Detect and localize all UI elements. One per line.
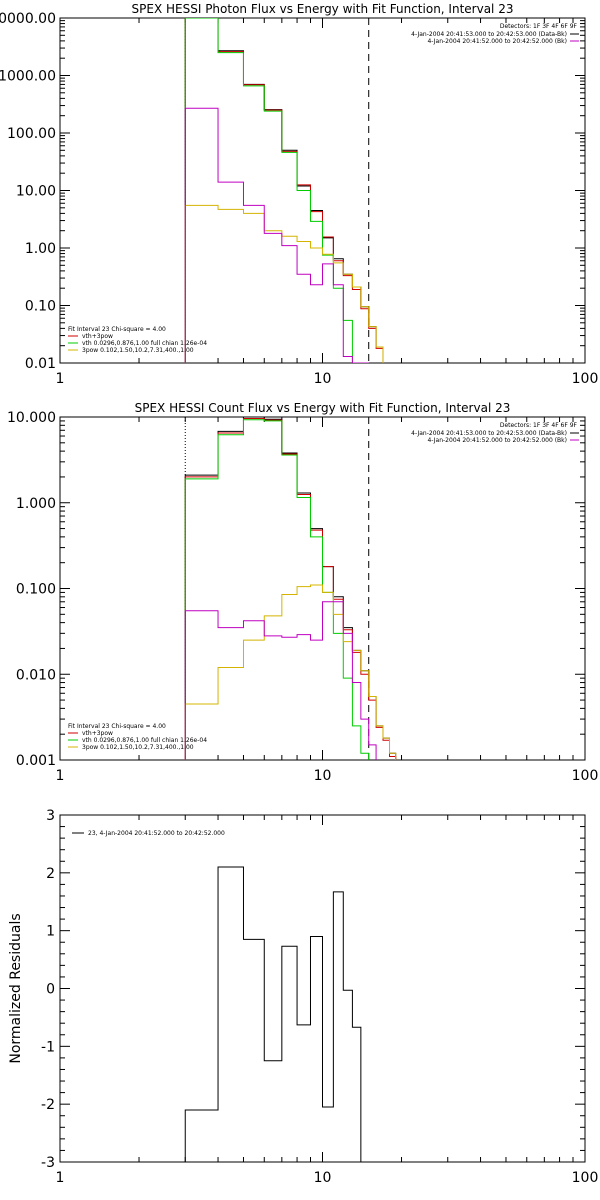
- series-line-vth-3pow: [184, 418, 397, 760]
- data-legend: Detectors: 1F 3F 4F 6F 9F4-Jan-2004 20:4…: [411, 422, 579, 444]
- x-tick-label: 1: [56, 1170, 65, 1186]
- x-tick-label: 100: [572, 371, 599, 387]
- x-tick-label: 1: [56, 371, 65, 387]
- y-tick-label: 1: [46, 924, 55, 940]
- fit-legend: Fit Interval 23 Chi-square = 4.00vth+3po…: [68, 326, 207, 354]
- legend-detectors: Detectors: 1F 3F 4F 6F 9F: [500, 23, 578, 30]
- x-axis: 1 10 100: [56, 18, 599, 387]
- x-axis: 1 10 100: [56, 815, 599, 1186]
- series-line-bk: [184, 107, 369, 363]
- y-axis: 0.001 0.010 0.100 1.000 10.000: [7, 410, 585, 769]
- y-tick-label: -2: [41, 1097, 55, 1113]
- series-line-bk: [184, 601, 377, 760]
- y-tick-label: -3: [41, 1155, 55, 1171]
- y-tick-label: 10000.00: [0, 11, 56, 27]
- y-tick-label: 0.01: [25, 356, 56, 372]
- data-legend: Detectors: 1F 3F 4F 6F 9F4-Jan-2004 20:4…: [411, 23, 579, 45]
- x-tick-label: 1: [56, 768, 65, 784]
- y-tick-label: 100.00: [7, 126, 56, 142]
- chart-panel-3: 1 10 100 -3 -2 -1 0 1 2 3 Normalized Residuals 23, …: [8, 808, 598, 1186]
- series-line-data-bk: [184, 417, 397, 760]
- series-line-3pow: [184, 584, 397, 760]
- fit-legend-label: 3pow 0.102,1.50,10.2,7.31,400.,1.00: [82, 347, 194, 354]
- chart-title: SPEX HESSI Photon Flux vs Energy with Fi…: [132, 2, 514, 16]
- x-tick-label: 10: [314, 371, 332, 387]
- plot-frame: [59, 17, 586, 364]
- y-tick-label: 1.000: [16, 496, 56, 512]
- fit-legend: Fit Interval 23 Chi-square = 4.00vth+3po…: [68, 723, 207, 751]
- x-tick-label: 10: [314, 768, 332, 784]
- y-tick-label: 3: [46, 808, 55, 824]
- legend-entry-label: 4-Jan-2004 20:41:53.000 to 20:42:53.000 …: [411, 430, 567, 437]
- fit-legend-label: vth+3pow: [82, 730, 113, 737]
- legend-entry-label: 4-Jan-2004 20:41:52.000 to 20:42:52.000 …: [427, 38, 567, 45]
- chart-title: SPEX HESSI Count Flux vs Energy with Fit…: [135, 401, 511, 415]
- series-line-vth: [184, 18, 369, 363]
- y-tick-label: 0.010: [16, 667, 56, 683]
- y-tick-label: -1: [41, 1039, 55, 1055]
- chart-panel-2: SPEX HESSI Count Flux vs Energy with Fit…: [7, 401, 598, 784]
- chart-panel-1: SPEX HESSI Photon Flux vs Energy with Fi…: [0, 2, 598, 387]
- fit-legend-header: Fit Interval 23 Chi-square = 4.00: [68, 326, 166, 333]
- y-axis: 0.01 0.10 1.00 10.00 100.00 1000.00 10000.00: [0, 11, 585, 372]
- y-tick-label: 10.00: [16, 184, 56, 200]
- x-tick-label: 100: [572, 1170, 599, 1186]
- fit-legend-label: vth 0.0296,0.876,1.00 full chian 1.26e-0…: [82, 340, 207, 347]
- legend-entry-label: 4-Jan-2004 20:41:52.000 to 20:42:52.000 …: [427, 437, 567, 444]
- series-line-3pow: [184, 204, 384, 363]
- y-tick-label: 0.100: [16, 582, 56, 598]
- fit-legend-label: vth+3pow: [82, 333, 113, 340]
- y-tick-label: 0.10: [25, 299, 56, 315]
- y-tick-label: 10.000: [7, 410, 56, 426]
- series-line-residuals: [184, 866, 362, 1162]
- fit-legend-header: Fit Interval 23 Chi-square = 4.00: [68, 723, 166, 730]
- y-tick-label: 0.001: [16, 753, 56, 769]
- y-tick-label: 1000.00: [0, 69, 56, 85]
- residual-legend-label: 23, 4-Jan-2004 20:41:52.000 to 20:42:52.…: [88, 830, 225, 837]
- fit-legend-label: vth 0.0296,0.876,1.00 full chian 1.26e-0…: [82, 737, 207, 744]
- fit-legend-label: 3pow 0.102,1.50,10.2,7.31,400.,1.00: [82, 744, 194, 751]
- residual-legend: 23, 4-Jan-2004 20:41:52.000 to 20:42:52.…: [72, 830, 225, 837]
- x-tick-label: 10: [314, 1170, 332, 1186]
- y-tick-label: 2: [46, 866, 55, 882]
- series-line-vth: [184, 419, 370, 760]
- y-tick-label: 0: [46, 982, 55, 998]
- y-axis: -3 -2 -1 0 1 2 3: [41, 808, 585, 1171]
- y-tick-label: 1.00: [25, 241, 56, 257]
- series-line-data-bk: [184, 18, 384, 363]
- legend-entry-label: 4-Jan-2004 20:41:53.000 to 20:42:53.000 …: [411, 31, 567, 38]
- legend-detectors: Detectors: 1F 3F 4F 6F 9F: [500, 422, 578, 429]
- y-axis-label: Normalized Residuals: [8, 913, 24, 1063]
- x-tick-label: 100: [572, 768, 599, 784]
- series-line-vth-3pow: [184, 18, 384, 363]
- x-axis: 1 10 100: [56, 417, 599, 784]
